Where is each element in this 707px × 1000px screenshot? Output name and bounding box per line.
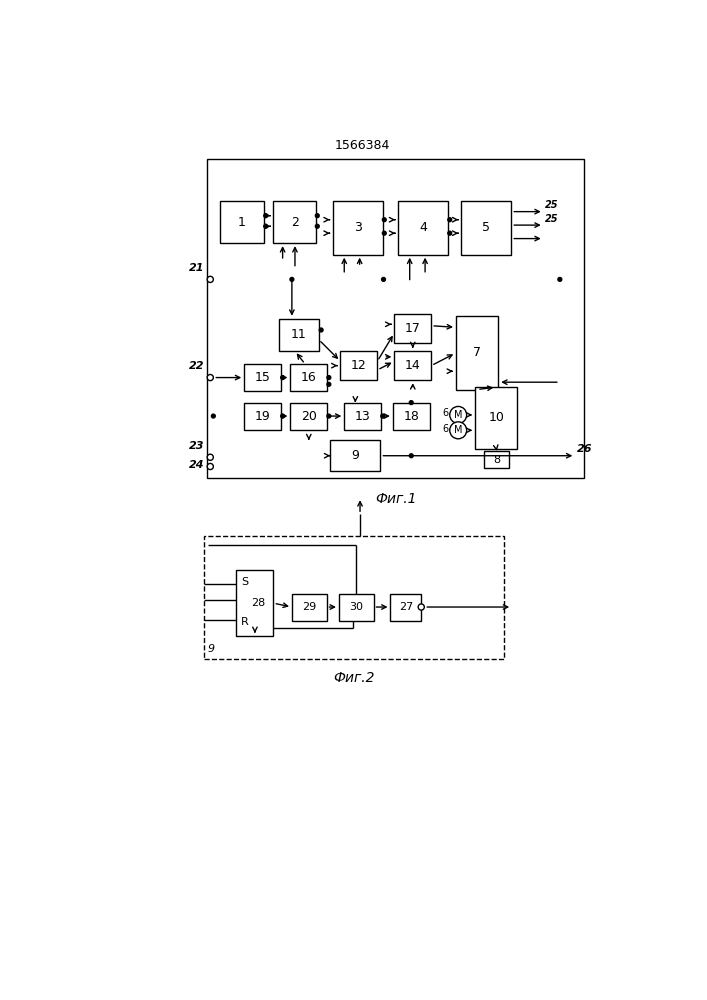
Circle shape <box>327 382 331 386</box>
Text: 4: 4 <box>419 221 427 234</box>
Circle shape <box>264 214 268 218</box>
Text: 1: 1 <box>238 216 246 229</box>
Text: 13: 13 <box>355 410 370 423</box>
Text: 7: 7 <box>473 346 481 359</box>
Text: M: M <box>454 410 462 420</box>
Bar <box>219 201 264 243</box>
Circle shape <box>207 463 214 470</box>
Bar <box>390 594 421 620</box>
Bar <box>291 403 327 430</box>
Circle shape <box>418 604 424 610</box>
Circle shape <box>450 422 467 439</box>
Text: 26: 26 <box>577 444 592 454</box>
Text: 22: 22 <box>189 361 204 371</box>
Bar <box>456 316 498 389</box>
Circle shape <box>315 214 320 218</box>
Text: 25: 25 <box>545 214 559 224</box>
Circle shape <box>382 231 386 235</box>
Circle shape <box>382 218 386 222</box>
Text: 14: 14 <box>405 359 421 372</box>
Circle shape <box>409 454 413 458</box>
Bar <box>207 158 585 478</box>
Bar <box>340 351 378 380</box>
Text: 11: 11 <box>291 328 307 341</box>
Text: 15: 15 <box>255 371 271 384</box>
Bar <box>279 319 319 351</box>
Text: 10: 10 <box>489 411 504 424</box>
Circle shape <box>381 414 385 418</box>
Bar <box>291 364 327 391</box>
Circle shape <box>281 414 284 418</box>
Text: 28: 28 <box>252 598 266 608</box>
Bar <box>330 440 380 471</box>
Circle shape <box>448 231 452 235</box>
Bar <box>395 314 431 343</box>
Circle shape <box>281 376 284 379</box>
Circle shape <box>327 376 331 379</box>
Bar <box>395 351 431 380</box>
Circle shape <box>315 224 320 228</box>
Bar <box>484 451 509 468</box>
Text: 21: 21 <box>189 263 204 273</box>
Text: 27: 27 <box>399 602 413 612</box>
Bar <box>274 201 316 243</box>
Text: R: R <box>241 617 249 627</box>
Text: 6: 6 <box>442 408 448 418</box>
Text: 3: 3 <box>354 221 362 234</box>
Bar <box>339 594 373 620</box>
Circle shape <box>264 224 268 228</box>
Text: 30: 30 <box>349 602 363 612</box>
Text: 8: 8 <box>493 455 501 465</box>
Bar <box>393 403 430 430</box>
Circle shape <box>211 414 215 418</box>
Bar <box>344 403 381 430</box>
Text: 23: 23 <box>189 441 204 451</box>
Bar <box>292 594 327 620</box>
Bar <box>236 570 274 636</box>
Text: 18: 18 <box>403 410 419 423</box>
Text: 6: 6 <box>442 424 448 434</box>
Text: 19: 19 <box>255 410 271 423</box>
Text: 9: 9 <box>351 449 359 462</box>
Text: 16: 16 <box>301 371 317 384</box>
Bar <box>398 201 448 255</box>
Circle shape <box>409 401 413 405</box>
Circle shape <box>290 277 294 281</box>
Text: 17: 17 <box>405 322 421 335</box>
Circle shape <box>382 277 385 281</box>
Circle shape <box>327 414 331 418</box>
Circle shape <box>207 454 214 460</box>
Bar <box>461 201 511 255</box>
Text: 5: 5 <box>482 221 491 234</box>
Circle shape <box>450 406 467 423</box>
Circle shape <box>558 277 562 281</box>
Circle shape <box>448 218 452 222</box>
Bar <box>204 536 504 659</box>
Bar <box>244 403 281 430</box>
Text: 1566384: 1566384 <box>334 139 390 152</box>
Circle shape <box>207 374 214 381</box>
Text: Фиг.2: Фиг.2 <box>334 671 375 685</box>
Text: 20: 20 <box>301 410 317 423</box>
Bar <box>244 364 281 391</box>
Circle shape <box>320 328 323 332</box>
Circle shape <box>207 276 214 282</box>
Bar <box>475 387 518 449</box>
Text: 2: 2 <box>291 216 298 229</box>
Text: M: M <box>454 425 462 435</box>
Text: 12: 12 <box>351 359 367 372</box>
Text: 24: 24 <box>189 460 204 470</box>
Text: Фиг.1: Фиг.1 <box>375 492 416 506</box>
Text: 29: 29 <box>302 602 316 612</box>
Text: 9: 9 <box>207 644 214 654</box>
Text: 25: 25 <box>545 200 559 210</box>
Text: S: S <box>241 577 248 587</box>
Bar <box>333 201 382 255</box>
